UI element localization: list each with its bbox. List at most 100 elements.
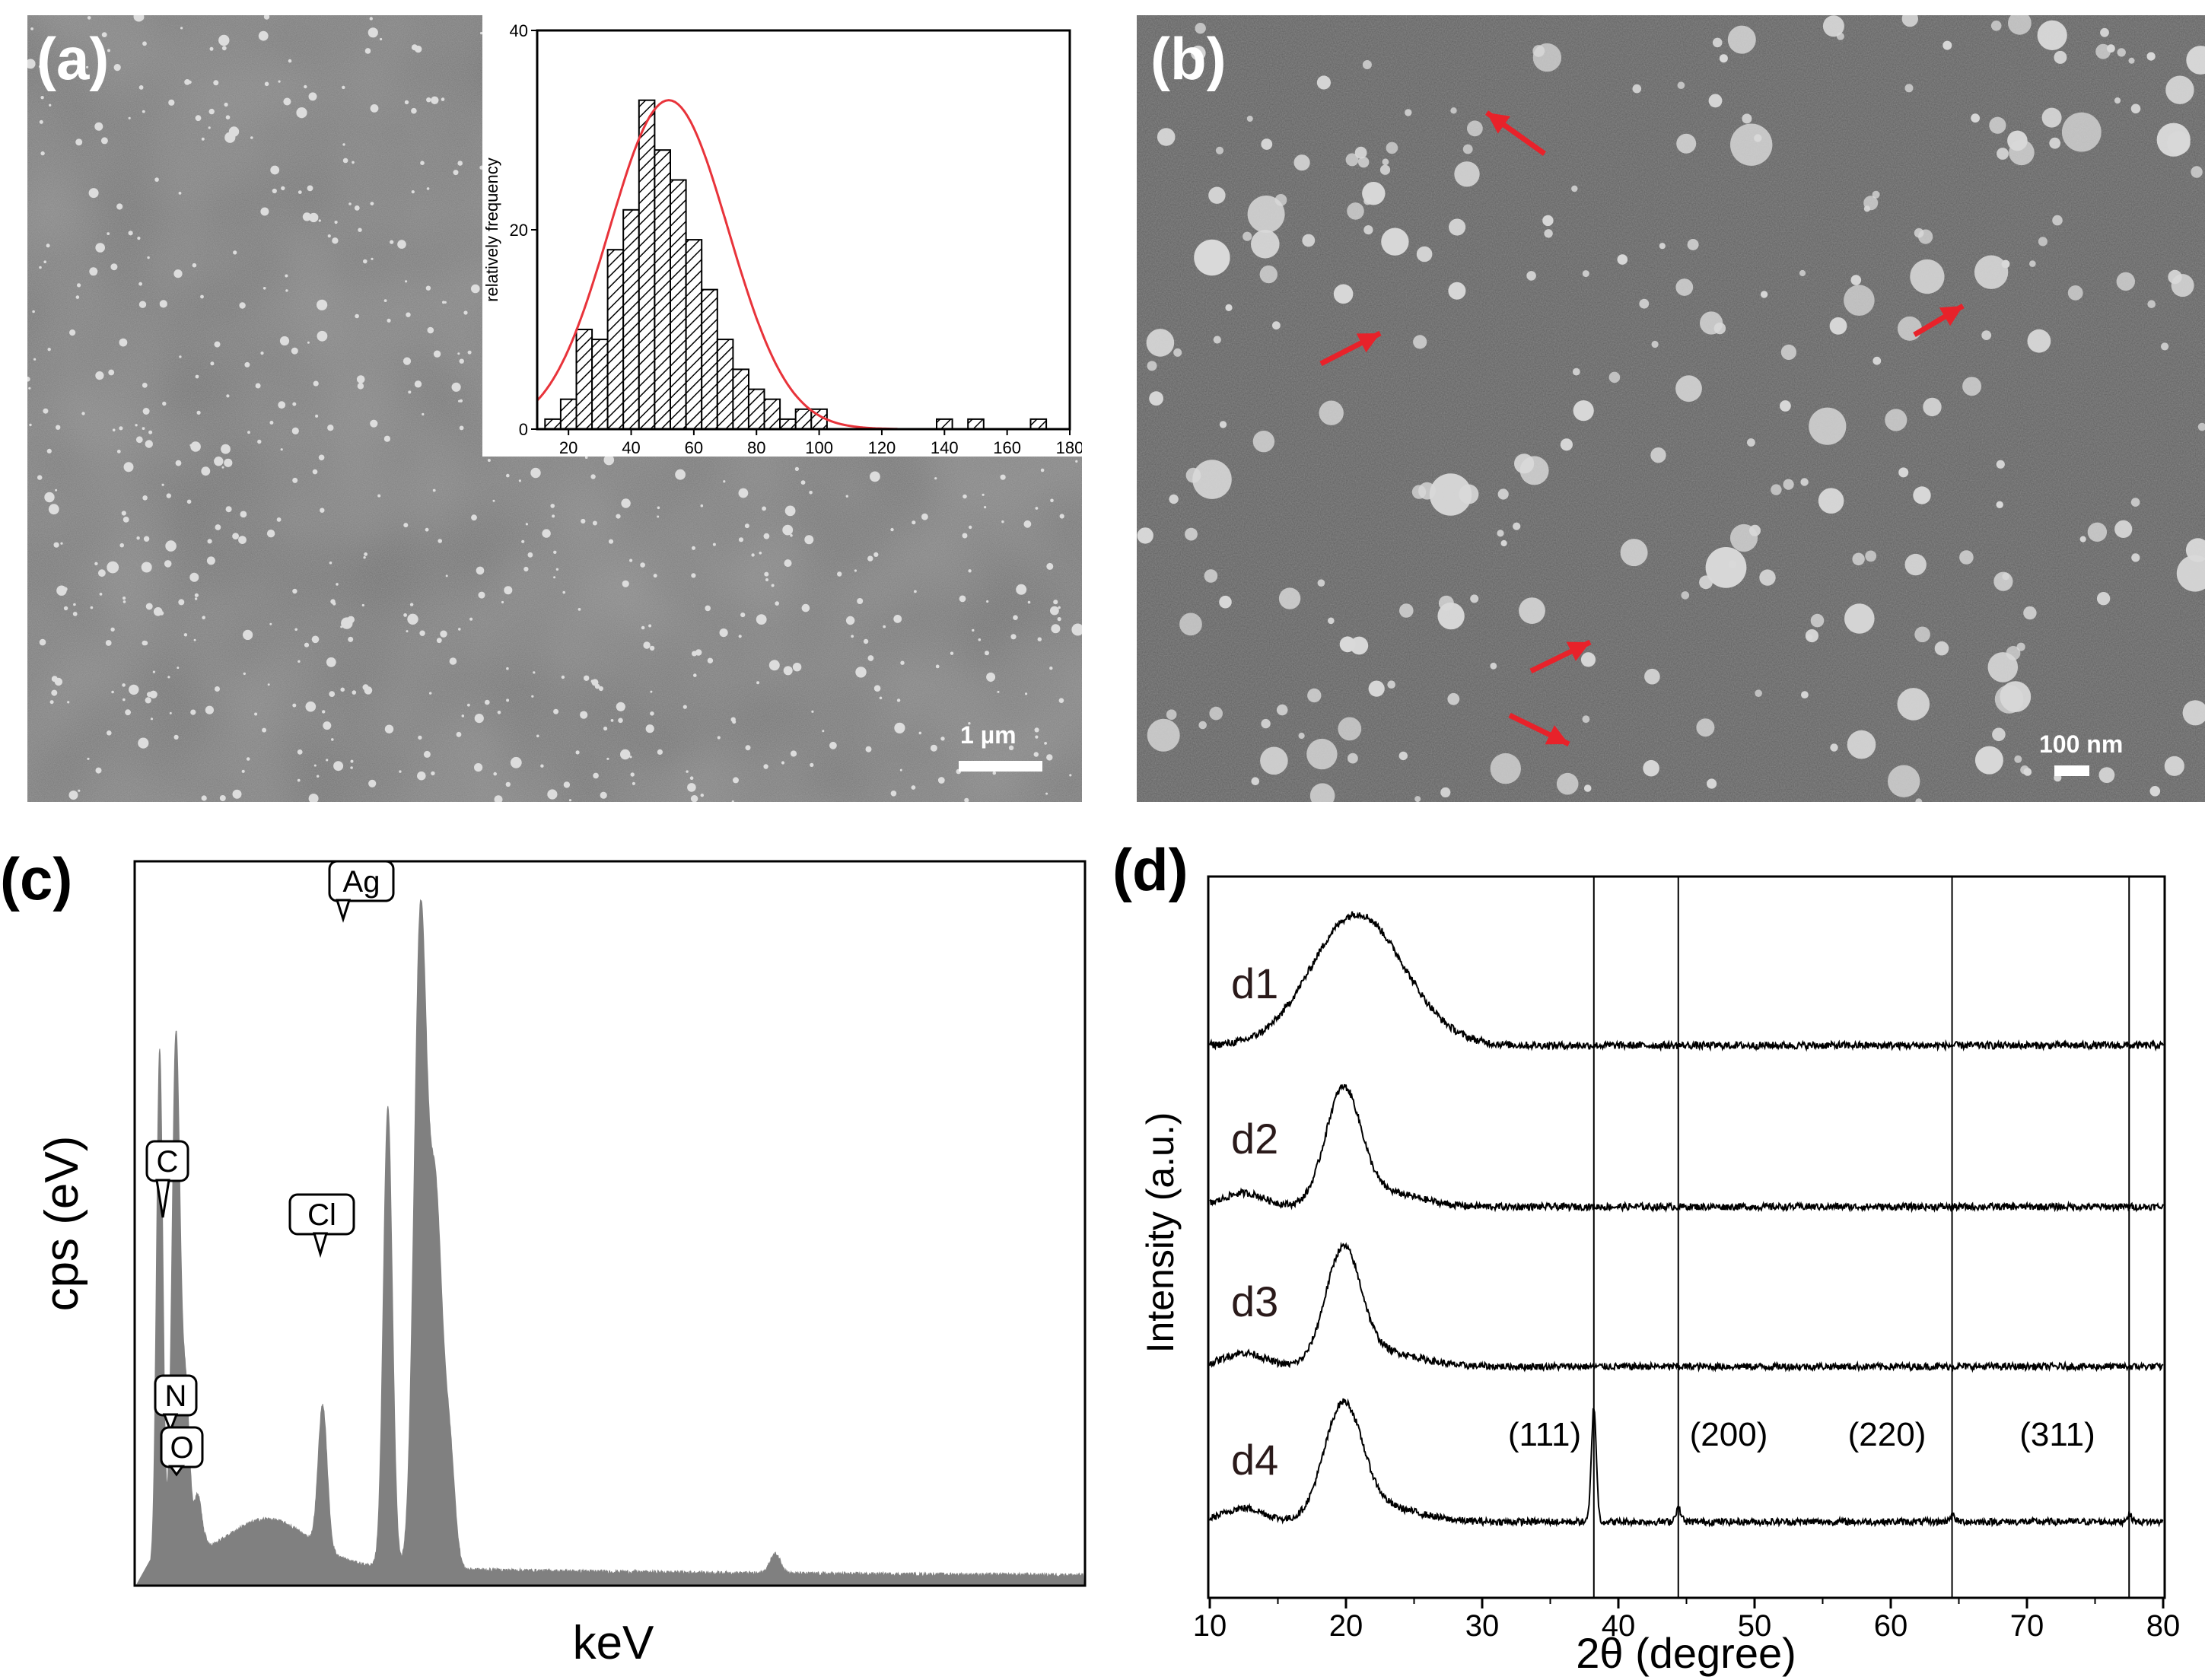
particle	[1712, 37, 1723, 48]
red-arrow-head	[1566, 641, 1590, 661]
particle	[1632, 84, 1642, 94]
particle	[1382, 158, 1389, 166]
particle	[431, 96, 439, 104]
panel-b-label: (b)	[1150, 25, 1227, 92]
particle	[2038, 237, 2048, 247]
particle	[2029, 260, 2036, 267]
particle	[723, 480, 726, 483]
particle	[422, 412, 425, 416]
particle	[1046, 754, 1053, 761]
particle	[1051, 624, 1061, 634]
particle	[1556, 772, 1579, 795]
particle	[95, 767, 102, 774]
particle	[1414, 796, 1421, 802]
particle	[43, 408, 49, 414]
particle	[675, 469, 686, 480]
particle	[1643, 759, 1659, 777]
particle	[1676, 133, 1697, 154]
particle	[133, 15, 145, 22]
particle	[1251, 777, 1260, 785]
particle	[562, 590, 565, 594]
particle	[113, 64, 121, 72]
particle	[254, 712, 258, 716]
particle	[407, 613, 418, 625]
particle	[622, 580, 629, 587]
particle	[1582, 715, 1590, 724]
xrd-xtick-label: 70	[2010, 1609, 2044, 1643]
particle	[2023, 606, 2037, 620]
particle	[411, 190, 415, 194]
particle	[342, 143, 345, 146]
particle	[962, 533, 968, 539]
particle	[527, 552, 533, 558]
particle	[1747, 438, 1755, 447]
particle	[992, 771, 997, 775]
xrd-xtick-label: 40	[1602, 1609, 1636, 1643]
particle	[1411, 485, 1427, 499]
particle	[433, 350, 441, 358]
xrd-curve-d2	[1209, 1083, 2164, 1214]
particle	[451, 382, 461, 392]
histogram-ytick-label: 40	[510, 21, 528, 40]
particle	[837, 571, 842, 577]
particle	[1730, 123, 1773, 166]
eds-callout-box	[328, 860, 395, 902]
particle	[368, 779, 377, 788]
particle	[145, 440, 153, 448]
particle	[262, 727, 267, 733]
particle	[775, 601, 779, 606]
particle	[561, 675, 565, 679]
particle	[291, 427, 299, 435]
particle	[75, 295, 80, 299]
particle	[790, 750, 797, 757]
particle	[705, 605, 711, 612]
particle	[650, 690, 653, 693]
particle	[1198, 721, 1207, 730]
particle	[563, 781, 571, 788]
particle	[700, 504, 704, 508]
particle	[267, 683, 270, 686]
particle	[2161, 342, 2169, 351]
particle	[2164, 756, 2184, 776]
particle	[148, 430, 153, 434]
particle	[2061, 112, 2102, 152]
eds-element-label: Ag	[343, 865, 380, 899]
particle	[377, 494, 381, 498]
particle	[332, 237, 339, 244]
particle	[982, 493, 985, 496]
particle	[937, 777, 945, 784]
histogram-bar	[638, 99, 656, 430]
particle	[123, 600, 126, 603]
eds-callout-pointer	[312, 1232, 329, 1258]
particle	[214, 341, 221, 348]
particle	[138, 301, 147, 308]
particle	[168, 99, 175, 106]
particle	[288, 59, 292, 63]
particle	[2087, 522, 2108, 542]
histogram-xtick-label: 80	[747, 438, 765, 457]
particle	[1247, 196, 1285, 233]
particle	[1358, 156, 1370, 168]
particle	[138, 282, 143, 286]
particle	[809, 491, 813, 495]
particle	[692, 546, 695, 550]
particle	[695, 649, 702, 656]
eds-xlabel: keV	[573, 1617, 654, 1669]
particle	[307, 185, 313, 192]
particle	[368, 27, 378, 38]
particle	[550, 504, 555, 508]
particle	[592, 520, 597, 526]
particle	[899, 768, 902, 772]
particle	[1204, 569, 1218, 583]
particle	[215, 686, 220, 692]
particle	[733, 777, 739, 784]
particle	[426, 97, 431, 103]
particle	[1208, 186, 1226, 204]
particle	[2197, 422, 2205, 431]
particle	[1993, 571, 2013, 591]
particle	[436, 638, 442, 644]
particle	[414, 380, 422, 388]
histogram-bar	[794, 408, 813, 430]
particle	[246, 757, 250, 761]
particle	[540, 764, 544, 768]
